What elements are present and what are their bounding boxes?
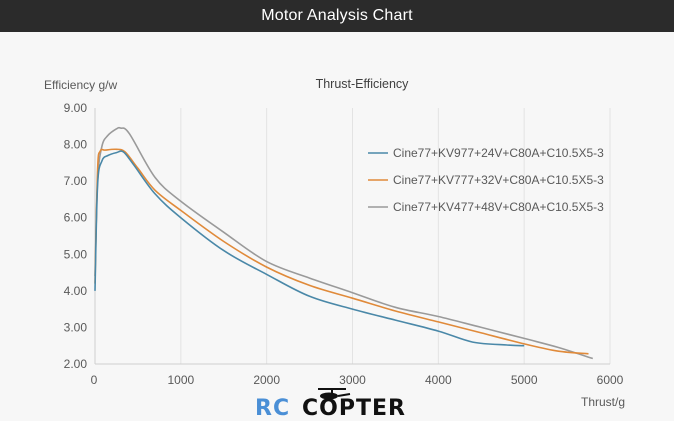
series-lines <box>94 126 594 360</box>
y-tick-label: 6.00 <box>64 211 88 225</box>
y-tick-label: 2.00 <box>64 357 88 371</box>
axis-labels: 2.00 3.00 4.00 5.00 6.00 7.00 8.00 9.00 0 1000 200… <box>64 101 624 387</box>
y-tick-label: 3.00 <box>64 320 88 334</box>
x-tick-label: 1000 <box>167 373 194 387</box>
page-title: Motor Analysis Chart <box>261 7 413 24</box>
logo-rc-text: RC <box>255 396 290 421</box>
grid-lines <box>180 108 611 364</box>
legend-label: Cine77+KV477+48V+C80A+C10.5X5-3 <box>393 200 604 214</box>
chart-title: Thrust-Efficiency <box>316 77 410 91</box>
y-tick-label: 8.00 <box>64 138 88 152</box>
chart-panel <box>0 32 674 421</box>
x-tick-label: 5000 <box>511 373 538 387</box>
y-axis-label: Efficiency g/w <box>44 78 117 92</box>
series-line-3 <box>94 126 594 360</box>
series-line-1 <box>94 150 525 347</box>
x-tick-label: 2000 <box>253 373 280 387</box>
x-tick-label: 0 <box>91 373 98 387</box>
header-bar: Motor Analysis Chart <box>0 0 674 32</box>
x-tick-label: 4000 <box>425 373 452 387</box>
logo-copter-text: COPTER <box>302 396 406 421</box>
legend-label: Cine77+KV977+24V+C80A+C10.5X5-3 <box>393 146 604 160</box>
y-tick-label: 5.00 <box>64 247 88 261</box>
x-axis-label: Thrust/g <box>581 395 625 409</box>
x-tick-label: 6000 <box>597 373 624 387</box>
legend: Cine77+KV977+24V+C80A+C10.5X5-3 Cine77+KV… <box>368 146 604 214</box>
axes <box>94 108 610 365</box>
y-tick-label: 7.00 <box>64 174 88 188</box>
y-tick-label: 4.00 <box>64 284 88 298</box>
series-line-2 <box>94 148 589 355</box>
rc-copter-logo: RC COPTER <box>255 388 406 421</box>
x-tick-label: 3000 <box>339 373 366 387</box>
legend-label: Cine77+KV777+32V+C80A+C10.5X5-3 <box>393 173 604 187</box>
helicopter-icon <box>318 388 351 400</box>
y-tick-label: 9.00 <box>64 101 88 115</box>
